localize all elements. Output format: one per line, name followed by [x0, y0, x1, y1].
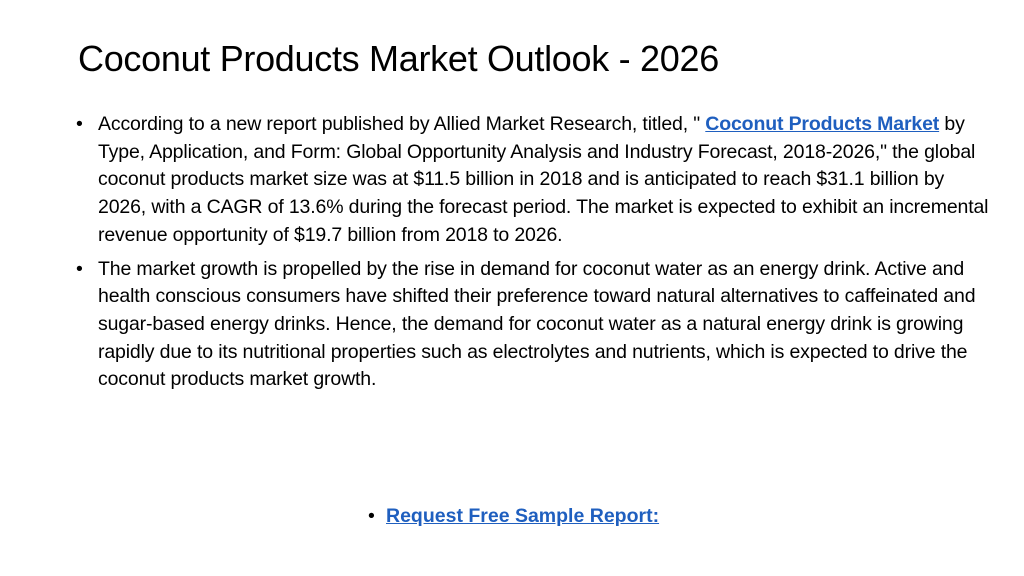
bullet-paragraph-growth: The market growth is propelled by the ri… — [74, 256, 989, 395]
paragraph-2-text: The market growth is propelled by the ri… — [98, 257, 976, 391]
request-sample-cta: • Request Free Sample Report: — [368, 503, 659, 530]
request-sample-report-link[interactable]: Request Free Sample Report: — [386, 505, 660, 527]
bullet-paragraph-report: According to a new report published by A… — [74, 111, 989, 250]
cta-bullet: • — [368, 505, 375, 527]
bullet-list: According to a new report published by A… — [74, 111, 989, 400]
paragraph-1-lead-text: According to a new report published by A… — [98, 113, 706, 135]
coconut-products-market-link[interactable]: Coconut Products Market — [705, 113, 940, 135]
slide-title: Coconut Products Market Outlook - 2026 — [78, 38, 719, 79]
paragraph-1-body-text: by Type, Application, and Form: Global O… — [98, 113, 989, 246]
